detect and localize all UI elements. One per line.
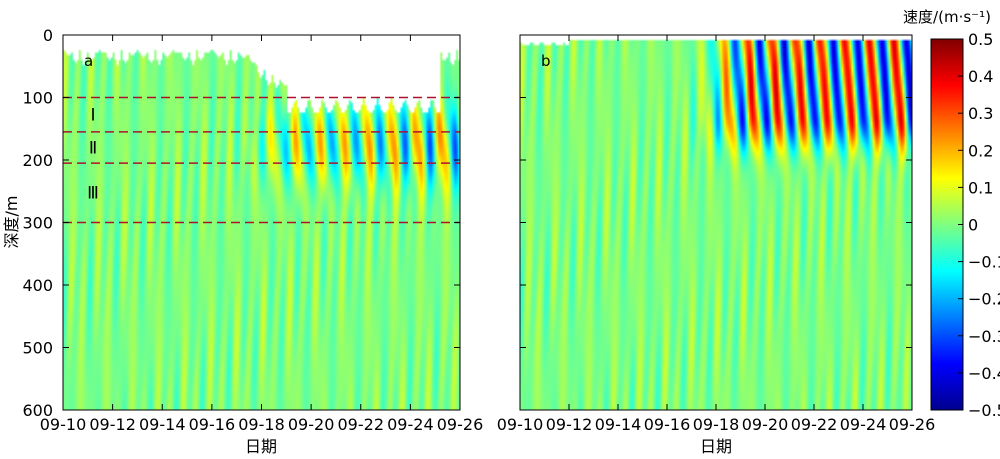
- colorbar-tick-label: −0.3: [968, 327, 1000, 346]
- x-tick-label: 09-14: [595, 415, 642, 434]
- y-axis-a: 0 100 200 300 400 500 600: [22, 26, 460, 420]
- x-tick-label: 09-26: [437, 415, 484, 434]
- x-tick-label: 09-16: [189, 415, 236, 434]
- colorbar-tick-label: 0.5: [968, 30, 993, 49]
- x-tick-label: 09-16: [644, 415, 691, 434]
- colorbar-tick-label: 0.4: [968, 67, 993, 86]
- layer-boundaries: Ⅰ Ⅱ Ⅲ: [63, 96, 460, 224]
- x-axis-label-b: 日期: [700, 437, 732, 456]
- x-tick-label: 09-18: [693, 415, 740, 434]
- y-tick-label: 200: [22, 151, 53, 170]
- y-tick-label: 100: [22, 89, 53, 108]
- x-tick-label: 09-12: [546, 415, 593, 434]
- panel-label-b: b: [541, 52, 551, 70]
- colorbar-ticks: 0.5 0.4 0.3 0.2 0.1 0 −0.1 −0.2 −0.3 −0.4 −0.5: [958, 30, 1000, 420]
- y-tick-label: 400: [22, 276, 53, 295]
- y-tick-label: 0: [43, 26, 53, 45]
- y-tick-label: 500: [22, 339, 53, 358]
- x-tick-label: 09-10: [40, 415, 87, 434]
- x-tick-label: 09-10: [497, 415, 544, 434]
- layer-label: Ⅰ: [90, 105, 95, 125]
- colorbar-gradient: [930, 38, 964, 411]
- x-tick-label: 09-26: [889, 415, 936, 434]
- panel-label-a: a: [84, 52, 93, 70]
- x-tick-label: 09-20: [288, 415, 335, 434]
- y-axis-label: 深度/m: [2, 196, 21, 249]
- colorbar-tick-label: −0.5: [968, 401, 1000, 420]
- panel-b: 09-10 09-12 09-14 09-16 09-18 09-20 09-22 09-24…: [497, 34, 936, 456]
- x-tick-label: 09-24: [387, 415, 434, 434]
- x-axis-b: 09-10 09-12 09-14 09-16 09-18 09-20 09-22 09-24…: [497, 35, 936, 434]
- layer-label: Ⅲ: [87, 184, 99, 204]
- layer-label: Ⅱ: [89, 139, 97, 159]
- heatmap-b: [520, 35, 912, 410]
- colorbar: 速度/(m·s⁻¹) 0.5 0.4 0.3 0.2 0.1 0 −0.1 −0.2 −0.3 −…: [903, 8, 1000, 420]
- y-tick-label: 600: [22, 401, 53, 420]
- colorbar-tick-label: 0.1: [968, 178, 993, 197]
- y-tick-label: 300: [22, 214, 53, 233]
- x-axis-a: 09-10 09-12 09-14 09-16 09-18 09-20 09-22 09-24…: [40, 35, 484, 434]
- x-tick-label: 09-24: [840, 415, 887, 434]
- x-tick-label: 09-20: [742, 415, 789, 434]
- colorbar-tick-label: 0: [968, 216, 978, 235]
- x-tick-label: 09-18: [238, 415, 285, 434]
- x-axis-label-a: 日期: [245, 437, 277, 456]
- colorbar-tick-label: −0.1: [968, 253, 1000, 272]
- colorbar-tick-label: 0.2: [968, 141, 993, 160]
- y-axis-b: [520, 34, 912, 411]
- x-tick-label: 09-14: [139, 415, 186, 434]
- x-tick-label: 09-22: [338, 415, 385, 434]
- colorbar-tick-label: 0.3: [968, 104, 993, 123]
- colorbar-tick-label: −0.4: [968, 364, 1000, 383]
- colorbar-label: 速度/(m·s⁻¹): [903, 8, 991, 26]
- x-tick-label: 09-12: [89, 415, 136, 434]
- colorbar-tick-label: −0.2: [968, 290, 1000, 309]
- x-tick-label: 09-22: [791, 415, 838, 434]
